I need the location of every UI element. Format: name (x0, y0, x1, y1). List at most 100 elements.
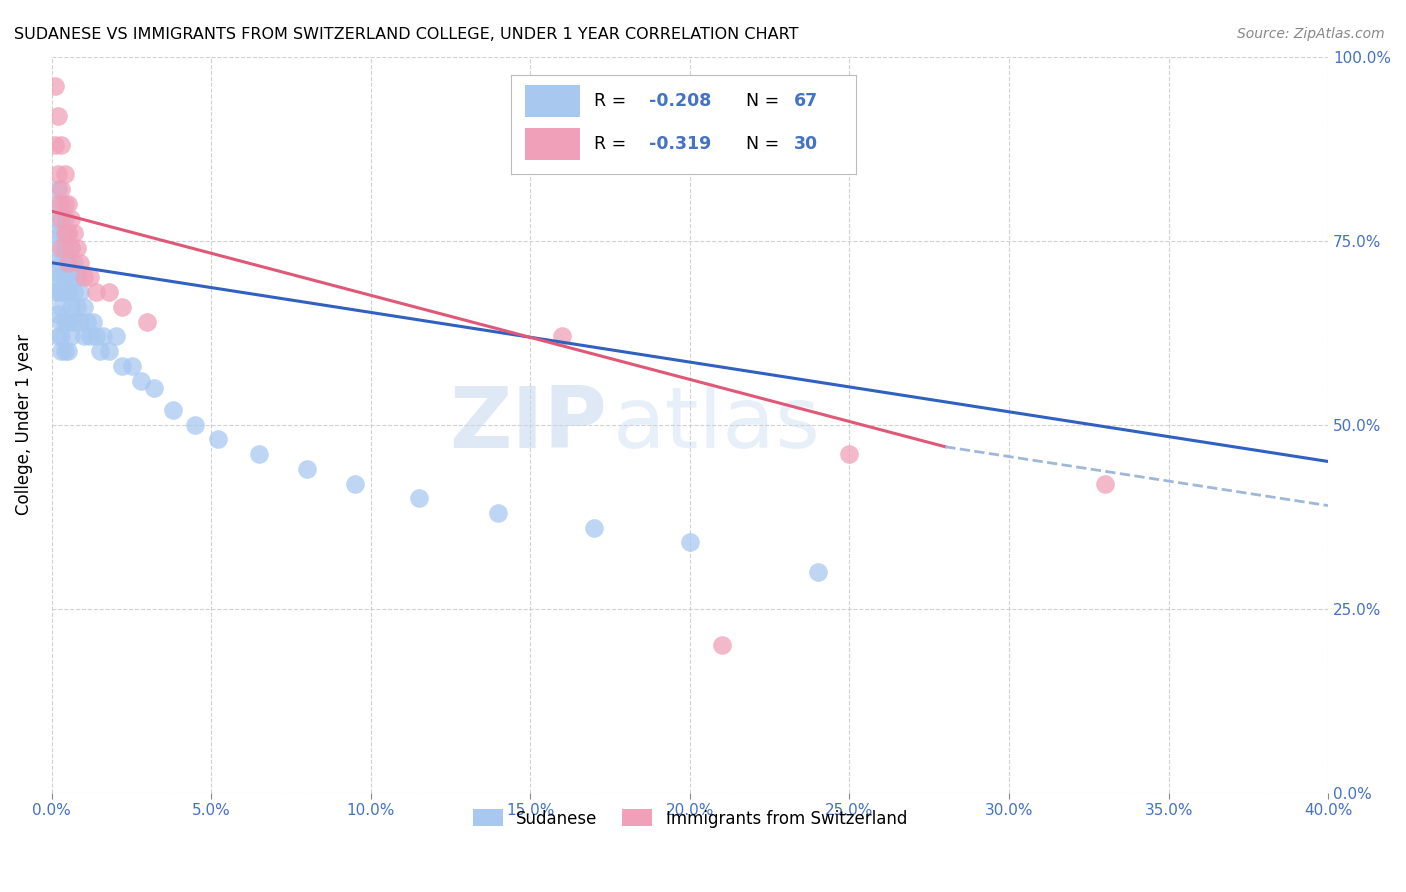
Point (66, 270, 89, 285)
Point (129, 374, 152, 388)
Point (46, 211, 69, 226)
Point (82, 315, 104, 329)
Point (51, 329, 73, 343)
Point (46, 182, 69, 196)
Point (69, 315, 91, 329)
Point (53, 227, 76, 241)
Point (56, 285, 79, 300)
Point (76, 315, 98, 329)
Point (59, 300, 82, 314)
Point (51, 211, 73, 226)
Text: Source: ZipAtlas.com: Source: ZipAtlas.com (1237, 27, 1385, 41)
Point (86, 285, 108, 300)
Point (46, 241, 69, 255)
Point (56, 256, 79, 270)
Point (136, 315, 159, 329)
Point (63, 285, 86, 300)
Point (79, 270, 101, 285)
Point (98, 285, 121, 300)
Point (56, 256, 79, 270)
Point (56, 227, 79, 241)
Point (46, 109, 69, 123)
Point (51, 182, 73, 196)
Point (207, 433, 229, 447)
Point (51, 256, 73, 270)
Y-axis label: College, Under 1 year: College, Under 1 year (15, 334, 32, 516)
Point (408, 491, 430, 506)
Point (53, 211, 76, 226)
Point (63, 227, 86, 241)
Point (56, 227, 79, 241)
Point (343, 476, 366, 491)
Point (111, 359, 134, 373)
Point (51, 227, 73, 241)
Point (46, 307, 69, 321)
Point (86, 329, 108, 343)
Point (56, 197, 79, 211)
Point (46, 285, 69, 300)
Point (56, 344, 79, 359)
Point (51, 300, 73, 314)
Point (44, 138, 66, 153)
Point (295, 462, 318, 476)
Point (98, 344, 121, 359)
Point (53, 270, 76, 285)
Point (73, 300, 96, 314)
Point (184, 417, 207, 432)
Point (488, 506, 510, 520)
Point (79, 329, 101, 343)
Point (46, 270, 69, 285)
Point (63, 256, 86, 270)
Point (46, 329, 69, 343)
Point (46, 168, 69, 182)
Point (551, 329, 574, 343)
Point (51, 344, 73, 359)
Point (46, 197, 69, 211)
Point (104, 329, 127, 343)
Point (59, 211, 82, 226)
Point (806, 565, 828, 579)
Point (51, 270, 73, 285)
Point (59, 329, 82, 343)
Point (142, 381, 165, 395)
Point (53, 315, 76, 329)
Point (66, 300, 89, 314)
Point (44, 285, 66, 300)
Point (69, 285, 91, 300)
Legend: Sudanese, Immigrants from Switzerland: Sudanese, Immigrants from Switzerland (464, 801, 915, 836)
Point (53, 344, 76, 359)
Point (73, 329, 96, 343)
Point (44, 227, 66, 241)
Point (91, 329, 114, 343)
Point (710, 639, 733, 653)
Point (44, 256, 66, 270)
Point (73, 270, 96, 285)
Text: ZIP: ZIP (450, 384, 607, 467)
Point (51, 285, 73, 300)
Point (44, 79, 66, 94)
Point (247, 447, 270, 461)
Point (53, 241, 76, 255)
Text: SUDANESE VS IMMIGRANTS FROM SWITZERLAND COLLEGE, UNDER 1 YEAR CORRELATION CHART: SUDANESE VS IMMIGRANTS FROM SWITZERLAND … (14, 27, 799, 42)
Point (838, 447, 860, 461)
Point (89, 344, 111, 359)
Point (59, 270, 82, 285)
Point (51, 241, 73, 255)
Point (53, 168, 76, 182)
Point (53, 285, 76, 300)
Point (583, 521, 606, 535)
Point (51, 138, 73, 153)
Text: atlas: atlas (613, 384, 821, 467)
Point (56, 315, 79, 329)
Point (111, 300, 134, 314)
Point (162, 403, 184, 417)
Point (59, 241, 82, 255)
Point (51, 197, 73, 211)
Point (63, 315, 86, 329)
Point (69, 256, 91, 270)
Point (51, 315, 73, 329)
Point (121, 359, 143, 373)
Point (1094, 476, 1116, 491)
Point (59, 241, 82, 255)
Point (679, 535, 702, 549)
